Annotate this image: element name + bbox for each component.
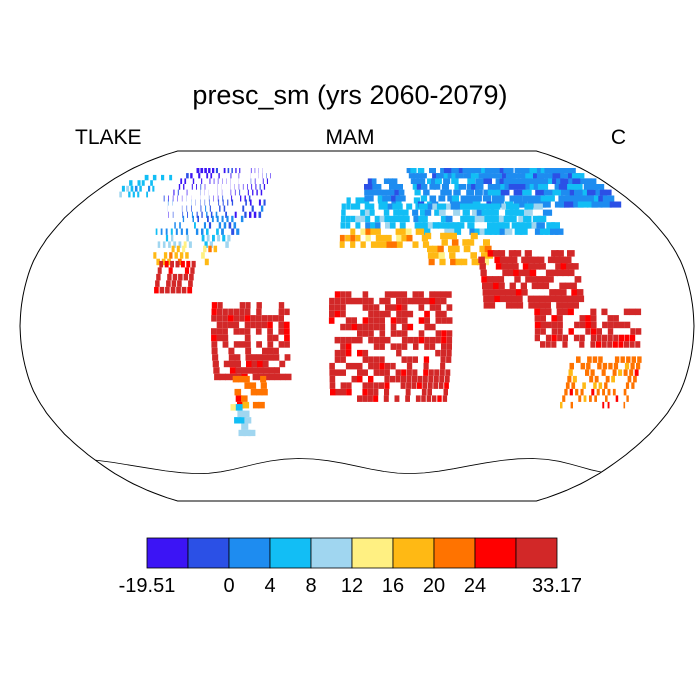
region-se-asia bbox=[534, 308, 642, 348]
colorbar-swatch-5 bbox=[351, 537, 394, 569]
region-patagonia bbox=[230, 404, 256, 437]
region-australia bbox=[560, 356, 642, 409]
region-middle-east bbox=[424, 232, 494, 266]
region-northern-canada bbox=[163, 168, 271, 202]
colorbar-swatch-3 bbox=[269, 537, 312, 569]
colorbar-swatch-8 bbox=[474, 537, 517, 569]
region-africa bbox=[328, 291, 453, 402]
label-right: C bbox=[610, 126, 626, 149]
region-mexico bbox=[154, 260, 196, 294]
colorbar-tick-label: 33.17 bbox=[531, 575, 583, 597]
colorbar-tick-label: 24 bbox=[463, 575, 487, 597]
colorbar-tick-label: 12 bbox=[340, 575, 364, 597]
map-title: presc_sm (yrs 2060-2079) bbox=[192, 80, 508, 110]
colorbar-swatch-9 bbox=[515, 537, 558, 569]
colorbar-tick-label: 8 bbox=[305, 575, 317, 597]
colorbar-tick-label: -19.51 bbox=[118, 575, 176, 597]
region-alaska bbox=[119, 174, 173, 198]
region-central-us bbox=[157, 234, 231, 248]
colorbar-swatch-4 bbox=[310, 537, 353, 569]
label-left: TLAKE bbox=[75, 126, 142, 149]
region-central-asia bbox=[418, 203, 564, 235]
colorbar-tick-label: 4 bbox=[264, 575, 276, 597]
region-central-canada bbox=[167, 199, 266, 218]
colorbar-swatch-6 bbox=[392, 537, 435, 569]
region-siberia bbox=[406, 168, 622, 208]
region-southern-europe bbox=[339, 228, 430, 248]
colorbar-swatch-7 bbox=[433, 537, 476, 569]
label-center: MAM bbox=[325, 126, 375, 149]
region-northern-us bbox=[155, 215, 244, 235]
colorbar-swatch-2 bbox=[228, 537, 271, 569]
region-scandinavia bbox=[364, 178, 406, 202]
region-southern-us bbox=[153, 245, 218, 266]
colorbar-swatch-1 bbox=[187, 537, 230, 569]
antarctica-coast bbox=[95, 458, 602, 475]
colorbar-tick-label: 0 bbox=[223, 575, 235, 597]
colorbar-tick-label: 16 bbox=[381, 575, 405, 597]
colorbar-swatch-0 bbox=[146, 537, 189, 569]
region-south-asia bbox=[478, 250, 585, 309]
colorbar-tick-label: 20 bbox=[422, 575, 446, 597]
